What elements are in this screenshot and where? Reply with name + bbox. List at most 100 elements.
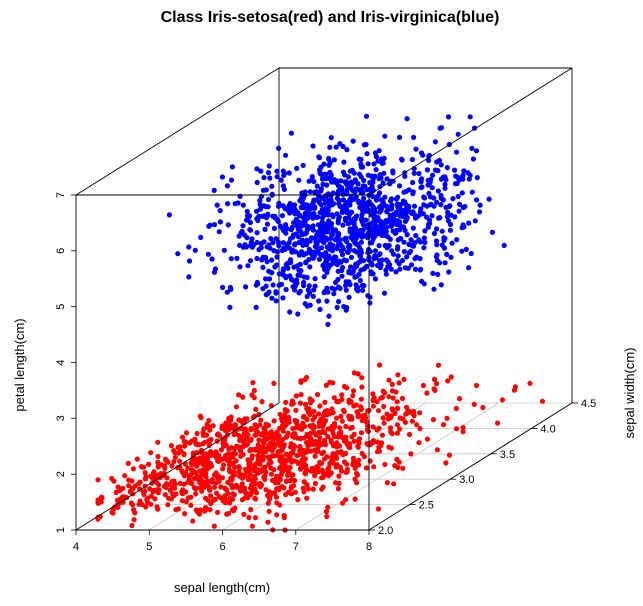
data-point-series-0 bbox=[340, 407, 347, 413]
data-point-series-1 bbox=[455, 193, 461, 200]
data-point-series-1 bbox=[240, 202, 246, 208]
data-point-series-0 bbox=[247, 438, 253, 444]
data-point-series-0 bbox=[128, 500, 135, 506]
data-point-series-0 bbox=[307, 423, 313, 429]
data-point-series-0 bbox=[232, 445, 238, 452]
data-point-series-1 bbox=[446, 269, 452, 275]
data-point-series-1 bbox=[421, 202, 427, 208]
data-point-series-0 bbox=[220, 466, 226, 472]
data-point-series-0 bbox=[169, 479, 175, 485]
data-point-series-0 bbox=[255, 444, 261, 450]
data-point-series-0 bbox=[169, 463, 175, 469]
data-point-series-1 bbox=[348, 254, 355, 260]
data-point-series-1 bbox=[358, 267, 364, 273]
data-point-series-1 bbox=[247, 219, 253, 226]
data-point-series-0 bbox=[171, 448, 177, 454]
data-point-series-0 bbox=[394, 422, 400, 428]
data-point-series-1 bbox=[411, 134, 417, 140]
data-point-series-0 bbox=[336, 480, 342, 486]
data-point-series-1 bbox=[352, 274, 358, 280]
data-point-series-0 bbox=[226, 415, 232, 422]
data-point-series-0 bbox=[95, 477, 101, 483]
data-point-series-1 bbox=[408, 248, 414, 254]
data-point-series-1 bbox=[340, 222, 346, 228]
data-point-series-1 bbox=[279, 213, 285, 219]
data-point-series-0 bbox=[281, 512, 287, 519]
data-point-series-1 bbox=[346, 183, 352, 189]
data-point-series-1 bbox=[416, 237, 422, 243]
data-point-series-1 bbox=[438, 162, 444, 168]
z-tick-label: 2 bbox=[55, 471, 67, 477]
data-point-series-1 bbox=[319, 219, 325, 225]
data-point-series-1 bbox=[377, 184, 383, 190]
data-point-series-0 bbox=[211, 472, 218, 478]
data-point-series-0 bbox=[183, 430, 190, 436]
data-point-series-0 bbox=[391, 481, 397, 487]
data-point-series-0 bbox=[294, 459, 300, 465]
data-point-series-1 bbox=[260, 187, 266, 193]
data-point-series-1 bbox=[221, 247, 227, 253]
data-point-series-0 bbox=[211, 523, 217, 529]
data-point-series-0 bbox=[232, 464, 238, 470]
data-point-series-1 bbox=[324, 298, 330, 304]
data-point-series-0 bbox=[471, 401, 477, 407]
data-point-series-0 bbox=[198, 415, 204, 421]
data-point-series-1 bbox=[254, 208, 260, 214]
data-point-series-1 bbox=[334, 304, 340, 310]
data-point-series-1 bbox=[289, 206, 295, 212]
data-point-series-1 bbox=[406, 241, 412, 247]
data-point-series-0 bbox=[448, 374, 454, 380]
data-point-series-1 bbox=[455, 131, 461, 137]
data-point-series-1 bbox=[316, 154, 322, 160]
data-point-series-1 bbox=[358, 239, 364, 245]
data-point-series-1 bbox=[402, 173, 408, 179]
data-point-series-1 bbox=[312, 189, 318, 195]
data-point-series-1 bbox=[296, 177, 302, 183]
data-point-series-1 bbox=[404, 116, 410, 122]
data-point-series-0 bbox=[246, 463, 252, 469]
data-point-series-0 bbox=[403, 411, 409, 417]
data-point-series-1 bbox=[325, 321, 331, 327]
z-tick-label: 1 bbox=[55, 527, 67, 533]
data-point-series-0 bbox=[109, 475, 115, 482]
data-point-series-1 bbox=[354, 231, 360, 237]
data-point-series-1 bbox=[324, 269, 330, 276]
data-point-series-0 bbox=[204, 432, 210, 438]
data-point-series-1 bbox=[301, 279, 307, 285]
data-point-series-1 bbox=[330, 214, 336, 220]
data-point-series-0 bbox=[243, 467, 249, 474]
data-point-series-0 bbox=[269, 490, 275, 496]
data-point-series-1 bbox=[300, 219, 306, 225]
data-point-series-1 bbox=[281, 170, 288, 176]
data-point-series-0 bbox=[258, 432, 264, 438]
data-point-series-1 bbox=[351, 216, 357, 222]
data-point-series-1 bbox=[328, 222, 334, 228]
data-point-series-1 bbox=[323, 250, 329, 256]
data-point-series-1 bbox=[442, 185, 448, 191]
data-point-series-0 bbox=[137, 479, 143, 485]
data-point-series-0 bbox=[151, 469, 157, 475]
data-point-series-0 bbox=[305, 486, 311, 492]
data-point-series-1 bbox=[287, 259, 294, 266]
data-point-series-1 bbox=[305, 214, 311, 220]
data-point-series-0 bbox=[251, 467, 257, 474]
data-point-series-1 bbox=[382, 227, 388, 233]
data-point-series-1 bbox=[427, 194, 434, 200]
data-point-series-1 bbox=[390, 170, 396, 176]
data-point-series-1 bbox=[283, 286, 289, 293]
data-point-series-0 bbox=[397, 426, 403, 432]
data-point-series-0 bbox=[241, 485, 248, 491]
data-point-series-0 bbox=[241, 511, 247, 517]
data-point-series-1 bbox=[332, 286, 338, 292]
data-point-series-0 bbox=[394, 456, 400, 462]
data-point-series-0 bbox=[317, 403, 323, 409]
data-point-series-0 bbox=[131, 517, 137, 523]
data-point-series-1 bbox=[356, 171, 363, 177]
data-point-series-0 bbox=[304, 495, 310, 501]
data-point-series-0 bbox=[179, 498, 185, 504]
data-point-series-1 bbox=[395, 204, 401, 210]
data-point-series-0 bbox=[359, 375, 365, 381]
data-point-series-0 bbox=[290, 483, 297, 489]
data-point-series-1 bbox=[397, 266, 403, 272]
data-point-series-0 bbox=[177, 444, 183, 450]
